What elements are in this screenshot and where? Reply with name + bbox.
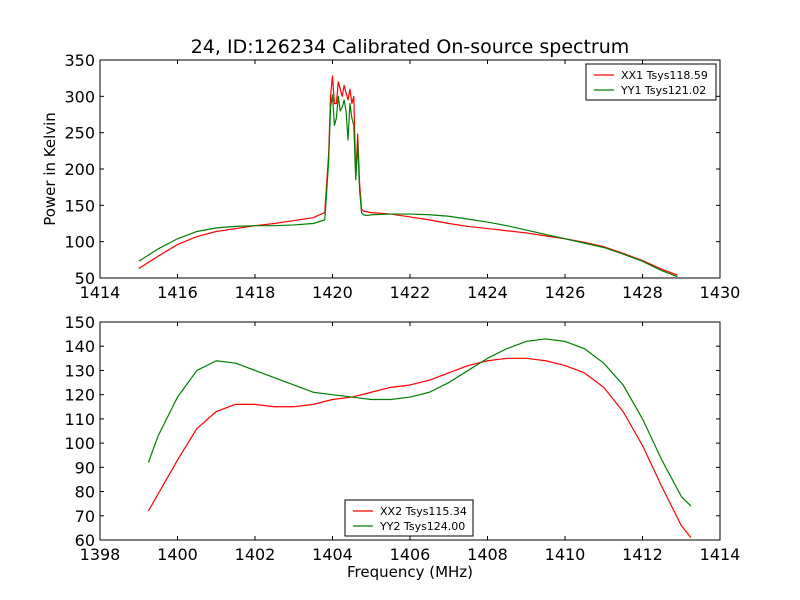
legend-label: XX1 Tsys118.59 [621,69,708,82]
x-tick-label: 1420 [312,283,353,302]
y-tick-label: 90 [75,458,95,477]
x-tick-label: 1426 [545,283,586,302]
y-tick-label: 50 [75,269,95,288]
y-tick-label: 60 [75,531,95,550]
x-tick-label: 1398 [80,545,121,564]
x-tick-label: 1418 [235,283,276,302]
y-tick-label: 350 [64,51,95,70]
legend-label: XX2 Tsys115.34 [380,505,467,518]
y-tick-label: 100 [64,434,95,453]
x-tick-label: 1404 [312,545,353,564]
x-tick-label: 1408 [467,545,508,564]
x-tick-label: 1402 [235,545,276,564]
y-tick-label: 300 [64,87,95,106]
y-tick-label: 80 [75,483,95,502]
y-tick-label: 130 [64,361,95,380]
y-tick-label: 140 [64,337,95,356]
x-tick-label: 1410 [545,545,586,564]
figure-title: 24, ID:126234 Calibrated On-source spect… [191,36,630,58]
legend-label: YY1 Tsys121.02 [620,84,706,97]
y-tick-label: 150 [64,313,95,332]
y-tick-label: 120 [64,386,95,405]
y-tick-label: 110 [64,410,95,429]
x-tick-label: 1406 [390,545,431,564]
panel-1-series-2-line [138,94,678,278]
legend-box [344,499,474,537]
y-tick-label: 70 [75,507,95,526]
bottom-panel: 1398 1400 1402 1404 1406 1408 1410 1412 1414 60 70… [64,313,740,564]
x-tick-label: 1414 [80,283,121,302]
y-axis-label: Power in Kelvin [41,112,59,226]
x-tick-label: 1414 [700,545,741,564]
legend-label: YY2 Tsys124.00 [379,520,465,533]
x-tick-label: 1430 [700,283,741,302]
x-tick-label: 1412 [622,545,663,564]
legend-box [585,63,717,101]
y-tick-label: 150 [64,196,95,215]
x-tick-label: 1424 [467,283,508,302]
y-tick-label: 200 [64,160,95,179]
panel-1-legend: XX1 Tsys118.59 YY1 Tsys121.02 [585,63,717,101]
panel-2-series-2-line [147,338,692,507]
x-axis-label: Frequency (MHz) [347,563,473,581]
x-tick-label: 1428 [622,283,663,302]
y-tick-label: 100 [64,233,95,252]
x-tick-label: 1416 [157,283,198,302]
x-tick-label: 1400 [157,545,198,564]
y-tick-label: 250 [64,124,95,143]
x-tick-label: 1422 [390,283,431,302]
panel-2-series-1-line [147,357,692,538]
panel-2-legend: XX2 Tsys115.34 YY2 Tsys124.00 [344,499,474,537]
panel-1-series-1-line [138,75,678,276]
top-panel: 1414 1416 1418 1420 1422 1424 1426 1428 1430 50 10… [64,51,740,302]
